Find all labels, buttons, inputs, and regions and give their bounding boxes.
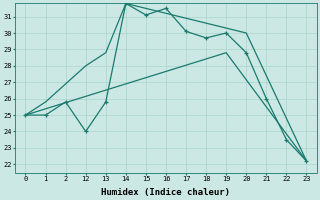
X-axis label: Humidex (Indice chaleur): Humidex (Indice chaleur) <box>101 188 230 197</box>
